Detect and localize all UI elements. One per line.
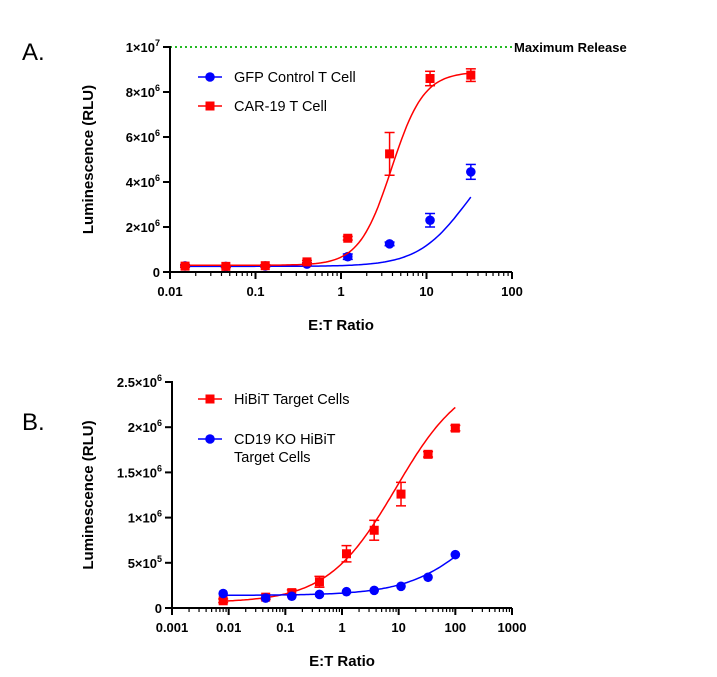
data-point	[385, 149, 395, 159]
legend-entry: GFP Control T Cell	[198, 70, 356, 86]
y-tick-label: 2×106	[128, 418, 162, 435]
data-point	[450, 549, 461, 560]
y-tick-label: 2×106	[126, 218, 160, 235]
data-point	[369, 585, 379, 596]
x-tick-label: 0.001	[156, 620, 189, 635]
legend-entry: CAR-19 T Cell	[198, 99, 327, 115]
x-tick-label: 100	[444, 620, 466, 635]
legend-marker	[205, 72, 215, 82]
y-tick-label: 0	[153, 265, 160, 280]
series-car-19-t-cell	[180, 68, 476, 271]
data-point	[302, 257, 312, 267]
fit-curve	[185, 72, 471, 266]
y-tick-label: 1.5×106	[117, 463, 162, 480]
data-point	[466, 70, 476, 80]
data-point	[218, 596, 228, 606]
data-point	[180, 261, 190, 271]
x-tick-label: 100	[501, 284, 523, 299]
x-tick-label: 0.1	[246, 284, 264, 299]
panel-label: A.	[22, 39, 45, 66]
fit-curve	[223, 555, 456, 597]
chart-panel-b: B. 0.001 0.01 0.1 1 10 100 1000 0 5×105 1×106 1.5×1…	[22, 373, 526, 670]
data-point	[314, 589, 325, 600]
y-axis-title: Luminescence (RLU)	[80, 420, 97, 569]
legend-entry: CD19 KO HiBiT Target Cells	[198, 432, 336, 466]
legend-marker	[205, 394, 215, 404]
x-tick-label: 0.1	[276, 620, 294, 635]
data-point	[260, 593, 271, 603]
x-tick-label: 1	[338, 620, 345, 635]
x-tick-label: 1	[337, 284, 344, 299]
data-point	[218, 588, 228, 599]
data-point	[423, 449, 433, 459]
data-point	[369, 525, 379, 535]
y-tick-label: 2.5×106	[117, 373, 162, 390]
y-tick-label: 8×106	[126, 83, 160, 100]
data-point	[343, 233, 353, 243]
y-tick-label: 5×105	[128, 554, 162, 571]
panel-label: B.	[22, 409, 45, 436]
y-tick-label: 0	[155, 601, 162, 616]
x-tick-label: 10	[391, 620, 405, 635]
legend-label: CD19 KO HiBiT Target Cells	[234, 432, 336, 466]
y-axis-title: Luminescence (RLU)	[80, 85, 97, 234]
legend-label: HiBiT Target Cells	[234, 392, 350, 408]
legend-label: GFP Control T Cell	[234, 70, 356, 86]
data-point	[341, 549, 351, 559]
x-tick-label: 1000	[498, 620, 527, 635]
data-point	[260, 261, 270, 271]
y-tick-label: 4×106	[126, 173, 160, 190]
data-point	[396, 489, 406, 499]
series-gfp-control-t-cell	[180, 163, 476, 272]
reference-line-label: Maximum Release	[514, 40, 627, 55]
x-axis-title: E:T Ratio	[309, 653, 375, 670]
legend-marker	[205, 434, 215, 444]
x-tick-label: 0.01	[216, 620, 241, 635]
data-point	[314, 577, 324, 587]
chart-panel-a: A. Maximum Release 0.01 0.1 1 10 100 0 2×106 4×10…	[22, 38, 627, 334]
fit-curve	[185, 196, 472, 268]
data-point	[341, 586, 352, 597]
data-point	[450, 423, 460, 433]
data-point	[286, 591, 297, 602]
series-cd19-ko-hibit-target-cells	[218, 549, 461, 603]
x-axis-title: E:T Ratio	[308, 317, 374, 334]
y-tick-label: 1×107	[126, 38, 160, 55]
y-tick-label: 6×106	[126, 128, 160, 145]
legend-entry: HiBiT Target Cells	[198, 392, 350, 408]
legend-label: CAR-19 T Cell	[234, 99, 327, 115]
y-tick-label: 1×106	[128, 509, 162, 526]
data-point	[384, 239, 395, 249]
data-point	[221, 261, 231, 271]
data-point	[396, 581, 406, 592]
x-tick-label: 10	[419, 284, 433, 299]
data-point	[425, 215, 435, 226]
data-point	[425, 74, 435, 83]
legend-marker	[205, 101, 215, 111]
data-point	[423, 572, 433, 583]
data-point	[466, 167, 476, 177]
x-tick-label: 0.01	[157, 284, 182, 299]
